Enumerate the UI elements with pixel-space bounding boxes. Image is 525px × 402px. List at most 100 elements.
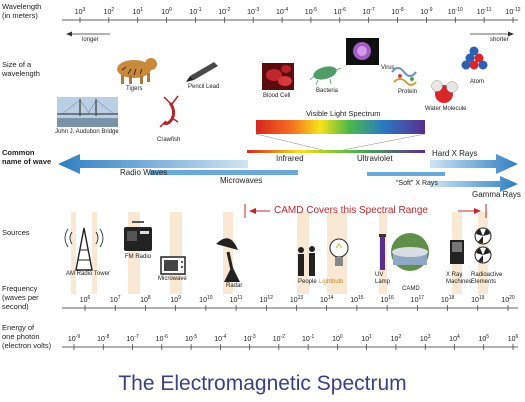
energy-ticks: 10-9 10-8 10-7 10-6 10-5 10-4 10-3 10-2 10-1 100 1… xyxy=(68,334,519,350)
shorter-label: shorter xyxy=(490,37,509,43)
microwaves-bar xyxy=(150,170,298,175)
frequency-tick-label: 1013 xyxy=(290,295,304,304)
camd-range-label: CAMD Covers this Spectral Range xyxy=(274,205,428,216)
wavelength-tick-label: 10-1 xyxy=(189,7,201,16)
wavelength-tick-label: 10-5 xyxy=(305,7,317,16)
frequency-tick-label: 1019 xyxy=(471,295,485,304)
visible-funnel-right xyxy=(342,133,426,151)
visible-light-label: Visible Light Spectrum xyxy=(306,109,381,118)
frequency-tick-label: 1018 xyxy=(441,295,455,304)
wavelength-label: Wavelength (in meters) xyxy=(2,2,42,20)
protein-label: Protein xyxy=(398,89,418,95)
atom-label: Atom xyxy=(470,79,485,85)
page-title: The Electromagnetic Spectrum xyxy=(118,372,407,395)
uv-lamp-label: UV Lamp xyxy=(375,272,391,285)
microwave-icon xyxy=(160,256,186,275)
atom-image xyxy=(461,46,488,70)
bacteria-image xyxy=(309,66,342,86)
am-tower-label: AM Radio Tower xyxy=(66,271,110,277)
radar-icon xyxy=(216,238,240,282)
wavelength-tick-label: 10-10 xyxy=(448,7,463,16)
frequency-tick-label: 1011 xyxy=(230,295,243,304)
pencil-label: Pencil Lead xyxy=(188,84,220,90)
energy-label: Energy of one photon (electron volts) xyxy=(2,323,52,350)
ultraviolet-label: Ultraviolet xyxy=(357,154,393,163)
band-am-2 xyxy=(92,212,97,294)
radioactive-label: Radioactive Elements xyxy=(471,272,503,285)
common-name-label: Common name of wave xyxy=(2,148,52,166)
wavelength-ticks: 103 102 101 100 10-1 10-2 10-3 10-4 10-5 10-6 10-7… xyxy=(75,7,521,23)
bridge-label: John J. Audubon Bridge xyxy=(55,129,119,135)
energy-tick-label: 10-1 xyxy=(302,334,314,343)
infrared-label: Infrared xyxy=(276,154,304,163)
camd-label: CAMD xyxy=(402,286,420,292)
lightbulb-label: Lightbulb xyxy=(319,279,344,285)
energy-tick-label: 106 xyxy=(508,334,519,343)
spectrum-thin-bar xyxy=(247,150,425,153)
virus-label: Virus xyxy=(381,65,395,71)
longer-label: longer xyxy=(82,37,99,43)
wavelength-tick-label: 102 xyxy=(104,7,115,16)
frequency-tick-label: 1017 xyxy=(411,295,425,304)
energy-tick-label: 105 xyxy=(478,334,489,343)
energy-tick-label: 102 xyxy=(391,334,402,343)
wavelength-tick-label: 10-4 xyxy=(276,7,288,16)
frequency-tick-label: 1014 xyxy=(320,295,334,304)
band-am xyxy=(71,212,76,294)
wavelength-tick-label: 10-2 xyxy=(218,7,230,16)
fm-radio-label: FM Radio xyxy=(125,254,152,260)
wavelength-tick-label: 10-6 xyxy=(334,7,346,16)
frequency-tick-label: 108 xyxy=(140,295,151,304)
frequency-tick-label: 106 xyxy=(80,295,91,304)
frequency-tick-label: 1020 xyxy=(501,295,515,304)
water-molecule-label: Water Molecule xyxy=(425,106,467,112)
sources-label: Sources xyxy=(2,228,30,237)
radar-label: Radar xyxy=(226,283,243,289)
energy-tick-label: 10-3 xyxy=(243,334,255,343)
longer-arrowhead xyxy=(66,31,72,37)
microwave-label: Microwave xyxy=(158,276,187,282)
energy-tick-label: 10-4 xyxy=(214,334,226,343)
energy-tick-label: 101 xyxy=(361,334,372,343)
frequency-tick-label: 1016 xyxy=(380,295,394,304)
energy-tick-label: 10-2 xyxy=(273,334,285,343)
xray-machines-label: X Ray Machines xyxy=(446,272,472,285)
blood-cell-image xyxy=(262,63,294,90)
shorter-arrowhead xyxy=(508,31,514,37)
radio-waves-arrow xyxy=(58,154,248,174)
lightbulb-icon xyxy=(329,238,349,266)
bridge-image xyxy=(57,97,118,127)
frequency-tick-label: 1010 xyxy=(199,295,213,304)
water-molecule-image xyxy=(431,80,458,103)
virus-image xyxy=(346,38,379,65)
visible-funnel-left xyxy=(255,133,324,151)
blood-cell-label: Blood Cell xyxy=(263,93,291,99)
people-icon xyxy=(298,246,315,276)
gamma-rays-label: Gamma Rays xyxy=(472,190,521,199)
energy-tick-label: 10-8 xyxy=(97,334,109,343)
camd-arrowhead-left xyxy=(249,208,256,214)
hard-xray-arrow xyxy=(430,154,518,174)
energy-tick-label: 10-7 xyxy=(126,334,138,343)
microwaves-label: Microwaves xyxy=(220,176,263,185)
wavelength-tick-label: 10-7 xyxy=(363,7,375,16)
energy-tick-label: 10-5 xyxy=(185,334,197,343)
frequency-tick-label: 107 xyxy=(110,295,121,304)
tiger-image xyxy=(117,58,157,84)
wavelength-tick-label: 10-11 xyxy=(477,7,492,16)
camd-arrowhead-right xyxy=(474,208,481,214)
wavelength-tick-label: 10-12 xyxy=(505,7,520,16)
energy-tick-label: 100 xyxy=(332,334,343,343)
visible-spectrum-bar xyxy=(256,120,425,134)
frequency-tick-label: 109 xyxy=(170,295,181,304)
wavelength-tick-label: 10-3 xyxy=(247,7,259,16)
frequency-tick-label: 1015 xyxy=(350,295,364,304)
soft-xray-label: "Soft" X Rays xyxy=(396,180,438,187)
radioactive-icon xyxy=(474,227,492,264)
wavelength-tick-label: 10-9 xyxy=(420,7,432,16)
protein-image xyxy=(391,67,417,86)
size-label: Size of a wavelength xyxy=(2,60,40,78)
energy-tick-label: 103 xyxy=(420,334,431,343)
energy-tick-label: 10-6 xyxy=(156,334,168,343)
